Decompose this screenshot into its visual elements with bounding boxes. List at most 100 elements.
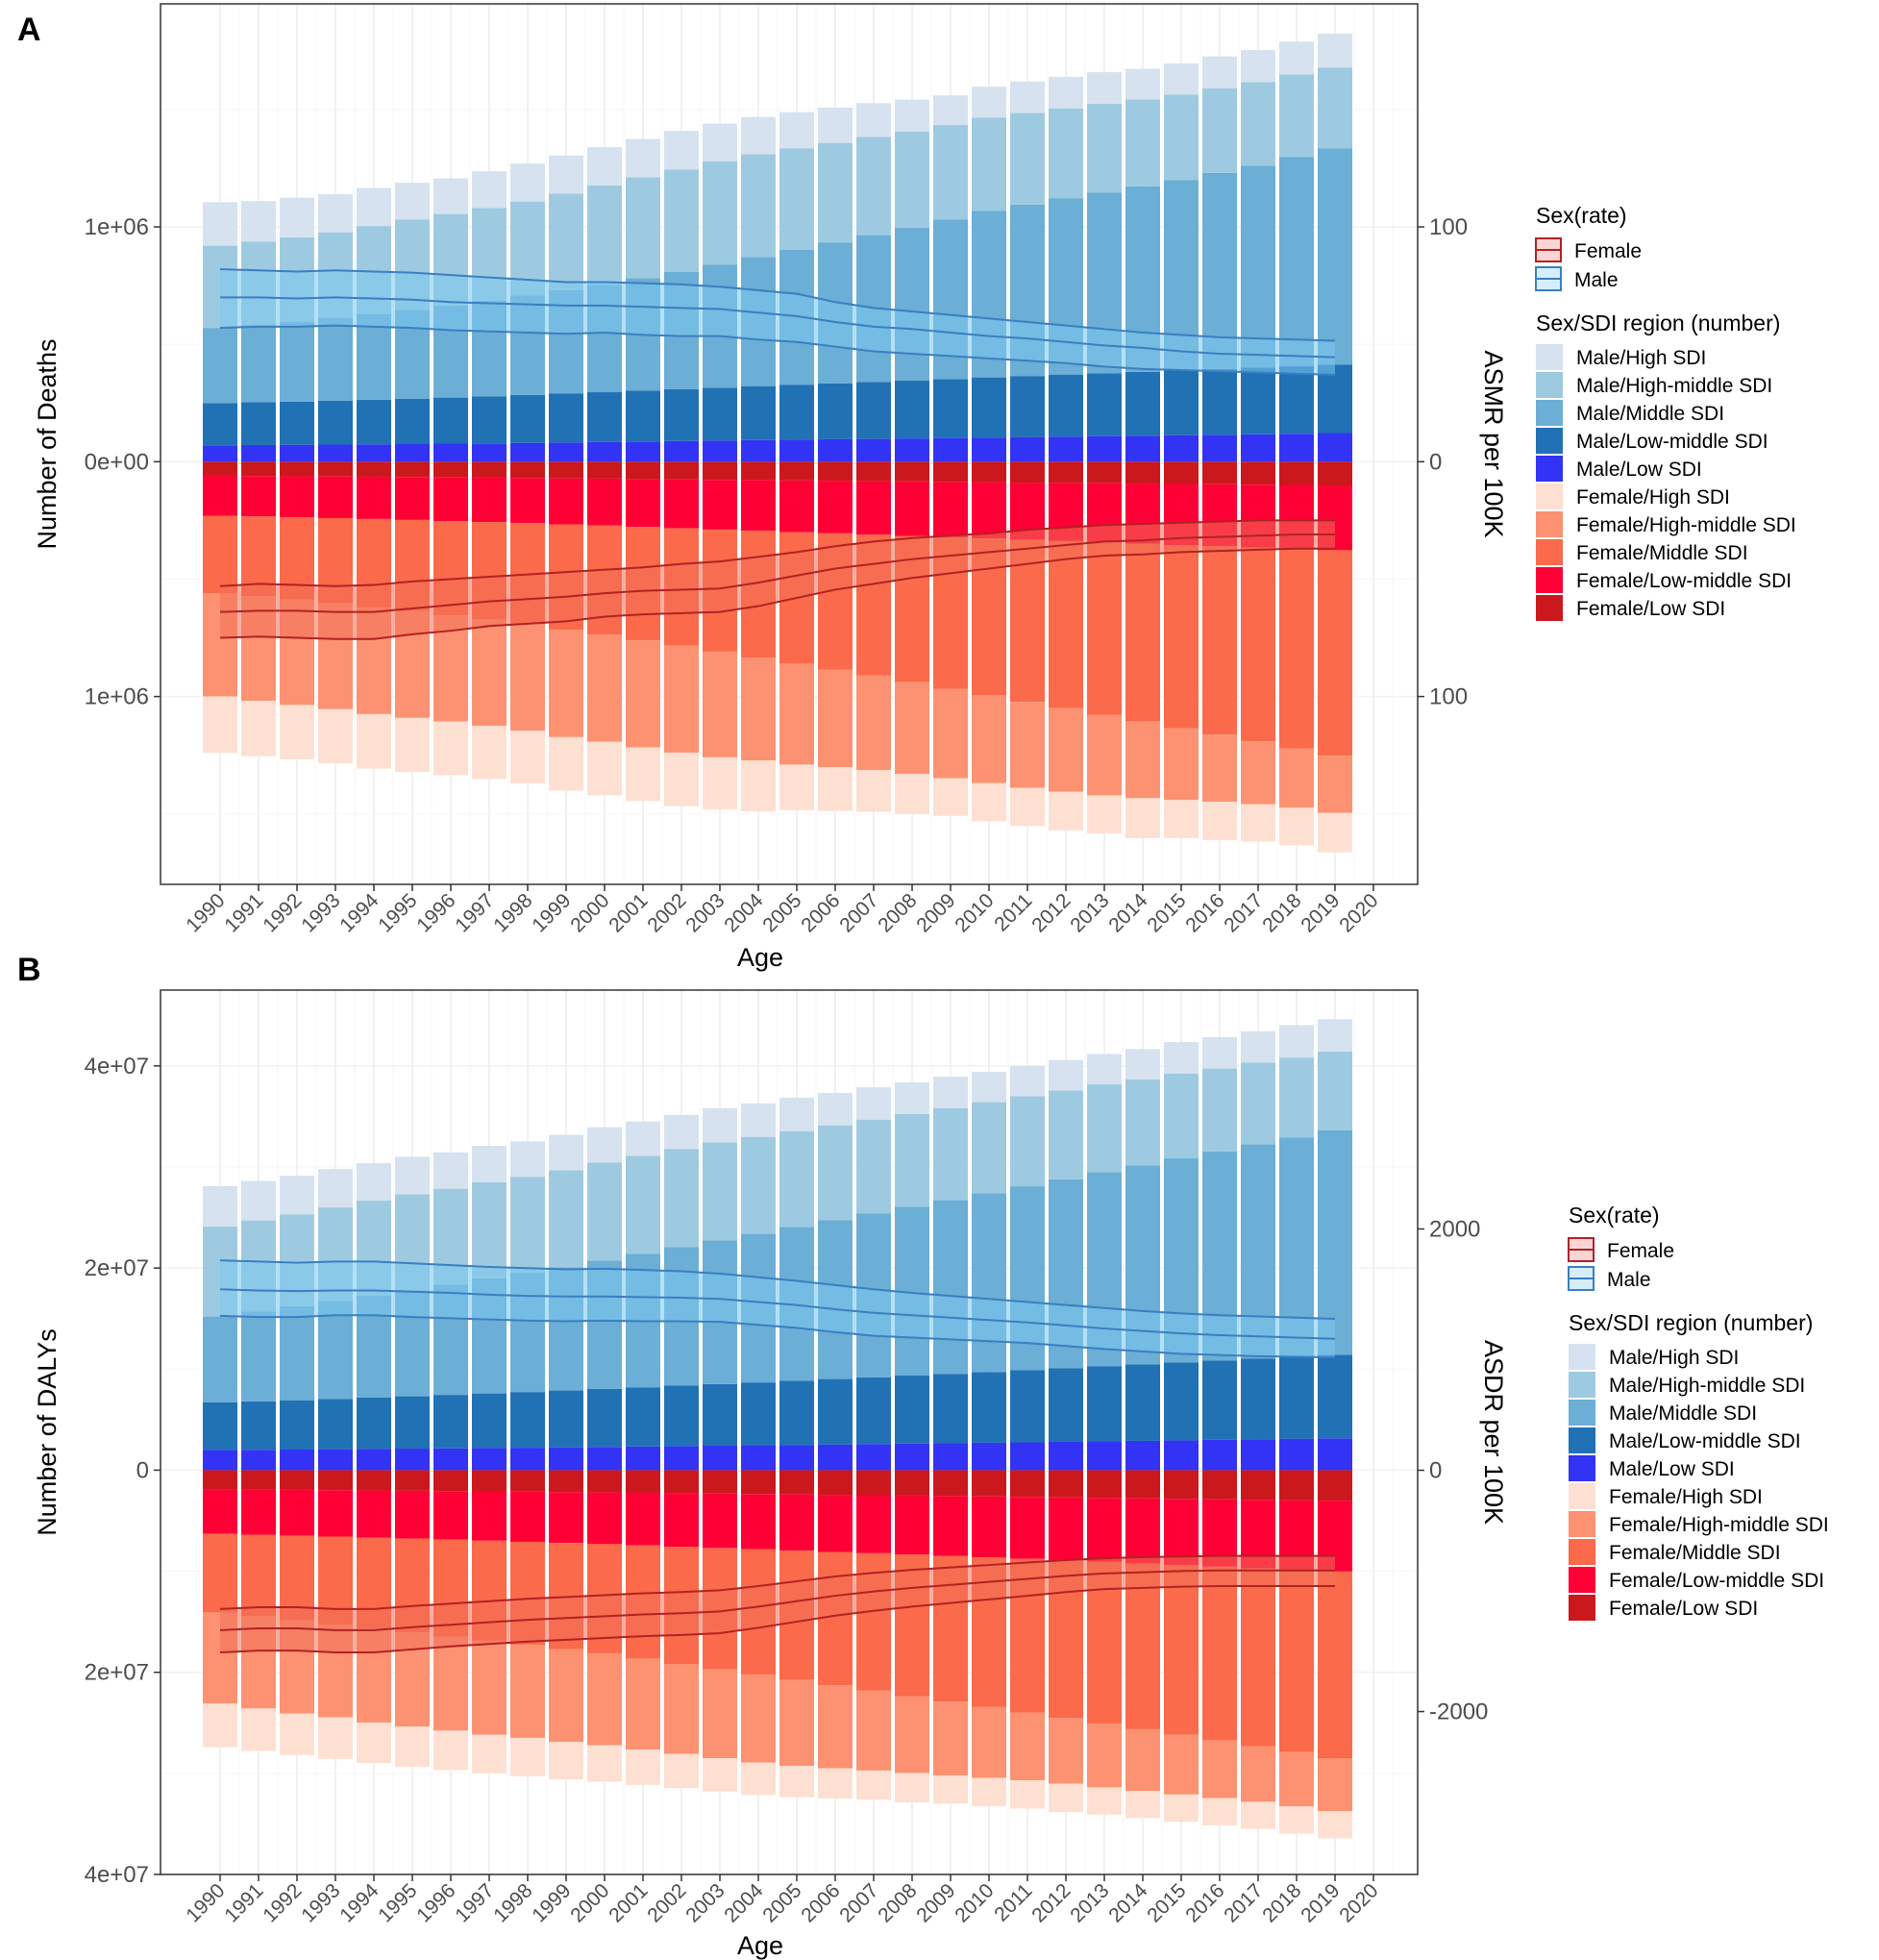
- bar-female-middle-sdi: [818, 1551, 853, 1686]
- bar-female-high-sdi: [972, 782, 1006, 822]
- bar-female-high-sdi: [895, 1773, 929, 1802]
- bar-female-high-sdi: [510, 1737, 545, 1776]
- bar-female-high-sdi: [1202, 1798, 1237, 1826]
- bar-male-high-sdi: [972, 1072, 1006, 1103]
- x-tick-label: 2018: [1258, 1879, 1305, 1926]
- legend-item-female-low-sdi: Female/Low SDI: [1569, 1595, 1758, 1621]
- legend-item-female-low-middle-sdi: Female/Low-middle SDI: [1569, 1567, 1824, 1593]
- legend-item-male-middle-sdi: Male/Middle SDI: [1569, 1400, 1757, 1426]
- legend-label: Female: [1607, 1240, 1674, 1262]
- bar-male-high-sdi: [1164, 63, 1199, 95]
- bar-male-high-middle-sdi: [895, 1113, 929, 1207]
- bar-female-low-sdi: [933, 1470, 968, 1497]
- y2-tick-label: 100: [1429, 684, 1468, 710]
- bar-female-high-middle-sdi: [895, 682, 929, 775]
- bar-male-high-middle-sdi: [587, 185, 622, 285]
- bar-male-high-middle-sdi: [1279, 1057, 1314, 1138]
- bar-male-high-sdi: [779, 1097, 814, 1131]
- bar-male-low-middle-sdi: [1241, 1358, 1275, 1440]
- bar-male-low-middle-sdi: [779, 1380, 814, 1446]
- bar-male-high-middle-sdi: [626, 177, 660, 279]
- bar-male-high-middle-sdi: [1241, 82, 1275, 166]
- bar-female-low-sdi: [280, 1470, 314, 1490]
- bar-male-high-sdi: [1241, 50, 1275, 83]
- bar-female-low-sdi: [587, 461, 622, 479]
- bar-female-high-middle-sdi: [626, 1658, 660, 1750]
- bar-female-high-middle-sdi: [1010, 1712, 1045, 1781]
- legend-label: Male/Low SDI: [1576, 459, 1702, 481]
- x-tick-label: 2007: [835, 889, 882, 936]
- bar-female-high-middle-sdi: [1010, 702, 1045, 788]
- bar-male-low-sdi: [241, 1450, 276, 1471]
- bar-female-middle-sdi: [1279, 1570, 1314, 1752]
- x-tick-label: 1997: [451, 1879, 498, 1926]
- bar-female-middle-sdi: [1202, 546, 1237, 735]
- bar-male-high-middle-sdi: [1202, 1068, 1237, 1152]
- x-tick-label: 1997: [451, 889, 498, 936]
- legend-item-male-high-sdi: Male/High SDI: [1569, 1344, 1739, 1370]
- bar-female-low-middle-sdi: [1010, 1497, 1045, 1559]
- bar-male-low-sdi: [856, 438, 891, 462]
- bar-male-high-middle-sdi: [1010, 112, 1045, 205]
- rate-series: [219, 1259, 1336, 1654]
- bar-female-low-middle-sdi: [779, 1494, 814, 1551]
- bar-male-low-sdi: [510, 1448, 545, 1471]
- bar-male-high-middle-sdi: [856, 1119, 891, 1214]
- x-tick-label: 2008: [874, 1879, 921, 1926]
- bar-male-low-middle-sdi: [395, 1396, 430, 1450]
- bar-male-high-sdi: [664, 131, 699, 170]
- bar-male-low-sdi: [779, 439, 814, 462]
- bar-male-low-middle-sdi: [933, 379, 968, 438]
- bar-female-high-sdi: [1125, 1791, 1160, 1819]
- bar-female-high-sdi: [703, 1758, 737, 1792]
- bar-male-low-middle-sdi: [1049, 374, 1083, 437]
- bar-male-low-sdi: [395, 444, 430, 462]
- bar-male-middle-sdi: [241, 324, 276, 403]
- bar-female-low-sdi: [510, 1470, 545, 1492]
- bar-male-low-sdi: [741, 439, 776, 462]
- bar-female-low-middle-sdi: [280, 476, 314, 517]
- legend-title-rate: Sex(rate): [1536, 203, 1627, 228]
- bar-female-low-sdi: [972, 1470, 1006, 1497]
- x-tick-label: 1996: [412, 889, 459, 936]
- bar-female-high-sdi: [203, 696, 237, 754]
- bar-female-low-sdi: [1010, 1470, 1045, 1498]
- bar-male-high-sdi: [587, 1127, 622, 1163]
- bar-female-high-sdi: [779, 1766, 814, 1798]
- y-axis-left: 4e+07 2e+07 0 2e+07 4e+07: [85, 1054, 161, 1888]
- bar-male-low-sdi: [357, 444, 391, 462]
- bar-female-high-middle-sdi: [549, 629, 583, 737]
- bar-male-low-middle-sdi: [395, 398, 430, 444]
- bar-male-low-sdi: [1318, 433, 1352, 462]
- bar-female-high-middle-sdi: [895, 1696, 929, 1774]
- bar-female-high-sdi: [1318, 1811, 1352, 1839]
- bar-male-high-sdi: [1010, 1065, 1045, 1097]
- bar-male-low-sdi: [818, 438, 853, 462]
- bar-female-low-sdi: [703, 461, 737, 481]
- bar-female-low-middle-sdi: [1125, 1498, 1160, 1564]
- x-tick-label: 1990: [182, 1879, 229, 1926]
- bar-female-high-middle-sdi: [741, 657, 776, 761]
- bar-female-high-sdi: [1049, 1783, 1083, 1813]
- bar-male-high-sdi: [972, 87, 1006, 118]
- legend-label: Male/Low SDI: [1609, 1458, 1735, 1480]
- legend-title-number: Sex/SDI region (number): [1569, 1310, 1813, 1335]
- bar-female-low-sdi: [1049, 1470, 1083, 1498]
- x-tick-label: 2011: [990, 889, 1036, 935]
- bar-male-low-middle-sdi: [626, 390, 660, 442]
- x-tick-label: 2020: [1335, 1879, 1382, 1926]
- x-tick-label: 2011: [990, 1879, 1036, 1925]
- bar-female-low-middle-sdi: [741, 1494, 776, 1550]
- x-tick-label: 2001: [605, 889, 652, 936]
- bar-female-low-sdi: [818, 1470, 853, 1496]
- bar-female-low-sdi: [1125, 461, 1160, 484]
- bar-female-low-middle-sdi: [972, 1496, 1006, 1558]
- bar-female-high-sdi: [664, 752, 699, 806]
- bar-male-low-middle-sdi: [1087, 1366, 1122, 1442]
- bar-female-high-middle-sdi: [972, 695, 1006, 783]
- bar-female-low-sdi: [1049, 461, 1083, 484]
- bar-female-high-middle-sdi: [1125, 721, 1160, 799]
- bar-male-high-middle-sdi: [1318, 1051, 1352, 1130]
- bar-male-high-sdi: [1318, 34, 1352, 68]
- bar-male-low-middle-sdi: [549, 1390, 583, 1448]
